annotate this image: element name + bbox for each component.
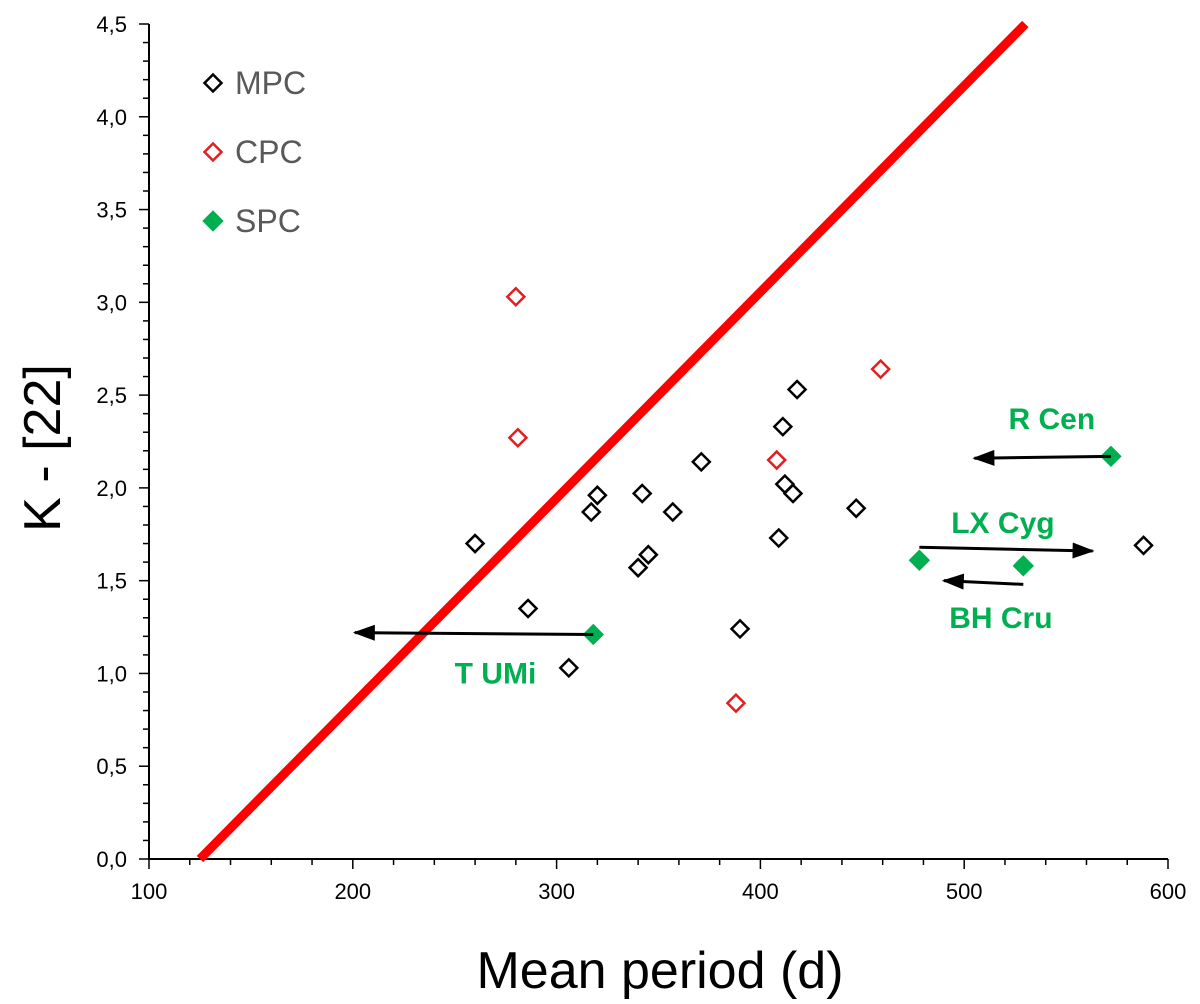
- mpc-point: [558, 657, 580, 679]
- arrow: [972, 449, 1111, 466]
- mpc-point: [786, 379, 808, 400]
- arrow: [941, 573, 1024, 590]
- cpc-point: [725, 692, 747, 714]
- mpc-point: [772, 416, 794, 437]
- x-tick-label: 100: [131, 879, 168, 904]
- y-tick-label: 1,0: [96, 661, 127, 686]
- y-tick-label: 0,5: [96, 754, 127, 779]
- mpc-point: [691, 451, 712, 473]
- arrow: [919, 542, 1095, 559]
- x-axis-title: Mean period (d): [476, 942, 843, 1000]
- cpc-point: [766, 449, 787, 471]
- y-tick-label: 4,5: [96, 12, 127, 37]
- mpc-point: [729, 618, 751, 640]
- x-tick-label: 200: [334, 879, 371, 904]
- mpc-point: [638, 544, 659, 565]
- legend-label-spc: SPC: [235, 203, 301, 239]
- cpc-point: [505, 286, 527, 308]
- legend-label-mpc: MPC: [235, 65, 306, 101]
- x-tick-label: 600: [1150, 879, 1187, 904]
- legend-label-cpc: CPC: [235, 134, 303, 170]
- separation-line-group: [196, 20, 1029, 863]
- spc-point: [1012, 555, 1035, 577]
- y-tick-label: 3,5: [96, 198, 127, 223]
- y-tick-label: 2,0: [96, 476, 127, 501]
- mpc-point: [768, 527, 790, 549]
- legend-marker-cpc: [202, 141, 224, 163]
- legend: MPC CPC SPC: [202, 65, 306, 239]
- mpc-point: [782, 483, 804, 504]
- y-tick-label: 2,5: [96, 383, 127, 408]
- x-tick-label: 300: [538, 879, 575, 904]
- annotation-label: T UMi: [455, 657, 537, 690]
- spc-point: [1100, 445, 1122, 468]
- y-tick-label: 3,0: [96, 290, 127, 315]
- mpc-point: [662, 501, 684, 523]
- separation-line: [196, 20, 1029, 863]
- mpc-point: [517, 598, 539, 619]
- mpc-point: [464, 533, 486, 554]
- x-tick-label: 400: [742, 879, 779, 904]
- legend-marker-mpc: [202, 72, 224, 94]
- y-axis-title: K - [22]: [14, 364, 72, 532]
- mpc-point: [1133, 535, 1154, 556]
- mpc-point: [845, 498, 867, 519]
- spc-point: [908, 549, 931, 571]
- x-tick-label: 500: [946, 879, 983, 904]
- annotation-label: LX Cyg: [951, 507, 1054, 540]
- y-tick-label: 1,5: [96, 569, 127, 594]
- y-tick-label: 4,0: [96, 105, 127, 130]
- annotation-label: R Cen: [1008, 403, 1095, 436]
- annotation-label: BH Cru: [949, 602, 1052, 635]
- cpc-point: [870, 358, 891, 380]
- mpc-point: [580, 501, 602, 523]
- mpc-point: [627, 557, 649, 578]
- annotations-group: R Cen LX Cyg BH Cru T UMi: [455, 403, 1096, 690]
- cpc-point: [507, 427, 529, 449]
- spc-point: [582, 623, 604, 646]
- arrow: [352, 624, 594, 641]
- mpc-point: [587, 485, 608, 506]
- arrows-group: [352, 449, 1111, 641]
- mpc-point: [631, 483, 653, 504]
- y-tick-label: 0,0: [96, 847, 127, 872]
- legend-marker-spc: [202, 210, 224, 232]
- axes: 0,0 0,5 1,0 1,5 2,0 2,5 3,0 3,5 4,0 4,5 100 200 300 4…: [96, 12, 1186, 904]
- data-points: [464, 286, 1154, 714]
